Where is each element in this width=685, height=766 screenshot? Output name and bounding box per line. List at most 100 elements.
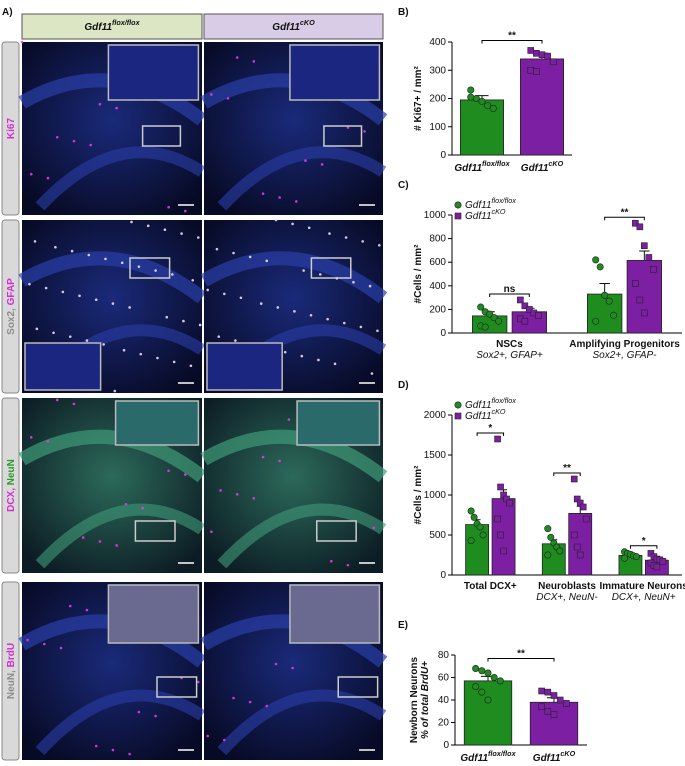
y-tick-label: 1500: [424, 450, 447, 461]
inset-source: [316, 520, 357, 542]
x-tick-label-part: flox/flox: [488, 749, 517, 758]
legend-label-part: cKO: [492, 407, 506, 416]
column-header-label-part: flox/flox: [112, 18, 141, 27]
y-tick-label: 400: [429, 37, 446, 48]
data-point: [477, 303, 485, 311]
data-point: [538, 51, 546, 59]
cell: [72, 402, 76, 406]
bar: [587, 293, 623, 334]
significance-bracket: [476, 432, 505, 436]
cell: [44, 286, 48, 290]
cell: [54, 245, 57, 249]
cell: [28, 282, 31, 286]
tissue-band: [200, 429, 388, 483]
legend-label-part: flox/flox: [492, 196, 517, 205]
data-point: [550, 711, 558, 718]
data-point: [549, 58, 557, 66]
cell: [165, 315, 169, 319]
row-label-box: [1, 581, 20, 761]
significance-label-part: **: [563, 463, 571, 474]
y-tick-label-part: 40: [438, 695, 450, 706]
data-point: [579, 503, 587, 511]
cell: [46, 439, 50, 443]
legend-label: Gdf11cKO: [465, 407, 506, 422]
cell: [198, 323, 202, 327]
y-tick-label: 400: [429, 280, 446, 291]
cell: [248, 700, 252, 704]
row-label-box: [1, 397, 20, 574]
x-tick-label-part: cKO: [548, 159, 563, 168]
y-tick-label: 200: [429, 93, 446, 104]
tissue-band: [35, 146, 206, 211]
cell: [128, 306, 131, 309]
data-point: [573, 543, 581, 551]
significance-label: ns: [504, 284, 516, 295]
data-point: [535, 311, 542, 319]
cell: [232, 696, 235, 700]
data-point: [467, 86, 475, 94]
cell: [42, 642, 46, 646]
data-point: [592, 256, 600, 264]
cell: [139, 352, 143, 356]
x-tick-label: Gdf11flox/flox: [454, 159, 510, 174]
cell: [94, 298, 98, 301]
cell: [307, 226, 311, 230]
cell: [346, 126, 350, 129]
y-tick-label: 800: [429, 233, 446, 244]
cell: [376, 329, 379, 333]
y-tick-label-part: 800: [429, 233, 446, 244]
x-tick-sublabel-part: Sox2+, GFAP-: [592, 350, 657, 361]
data-point: [632, 219, 639, 227]
cell: [372, 526, 376, 530]
significance-label: *: [488, 423, 492, 434]
cell: [217, 335, 221, 338]
cell: [35, 327, 39, 331]
cell: [89, 143, 92, 147]
y-tick-label: 1000: [424, 210, 447, 221]
cell: [156, 356, 159, 360]
cell: [52, 331, 55, 335]
cell: [300, 354, 304, 358]
significance-label-part: ns: [504, 284, 516, 295]
data-point: [605, 297, 613, 305]
data-point: [544, 52, 551, 60]
panel-label: B): [398, 7, 409, 18]
cell: [111, 748, 115, 752]
cell: [274, 662, 278, 666]
data-point: [497, 483, 504, 491]
y-tick-label: 0: [443, 740, 449, 751]
cell: [98, 102, 102, 106]
x-tick-label-part: Gdf11: [521, 163, 549, 174]
cell: [210, 530, 213, 534]
tissue-band: [200, 251, 388, 304]
y-axis-label: Newborn Neurons: [409, 657, 420, 744]
data-point: [494, 515, 501, 523]
cell: [120, 261, 124, 265]
panel-label-part: B): [398, 7, 409, 18]
cell: [378, 243, 381, 247]
data-point: [481, 323, 489, 331]
data-point: [500, 547, 507, 555]
cell: [55, 398, 59, 402]
row-label-part: BrdU: [6, 643, 17, 667]
x-tick-sublabel: DCX+, NeuN-: [536, 592, 598, 603]
row-label: Sox2, GFAP: [6, 278, 17, 335]
significance-bracket: [489, 293, 530, 297]
cell: [283, 350, 287, 354]
data-point: [533, 68, 540, 75]
y-tick-label: 40: [438, 695, 450, 706]
data-point: [478, 97, 486, 105]
y-tick-label: 100: [429, 121, 446, 132]
cell: [182, 319, 185, 323]
bar: [459, 99, 504, 156]
data-point: [544, 707, 552, 715]
row-label-part: Sox2,: [6, 305, 17, 334]
cell: [124, 502, 128, 506]
data-point: [484, 669, 492, 677]
x-tick-label-part: flox/flox: [482, 159, 511, 168]
data-point: [610, 311, 618, 319]
data-point: [538, 703, 545, 711]
significance-bracket: [487, 658, 555, 662]
